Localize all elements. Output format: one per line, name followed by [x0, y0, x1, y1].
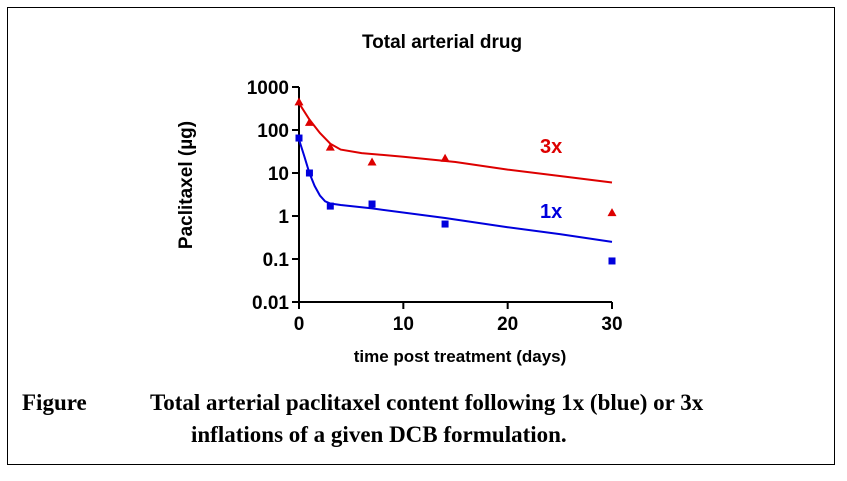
- data-point: [441, 220, 449, 228]
- x-tick-label: 10: [393, 314, 414, 335]
- data-point: [326, 202, 334, 210]
- caption-text-1: Total arterial paclitaxel content follow…: [150, 390, 704, 415]
- x-tick-label: 20: [497, 314, 518, 335]
- series-3x: 3x: [294, 97, 617, 217]
- data-point: [607, 208, 617, 217]
- series-layer: 3x 1x: [294, 97, 617, 265]
- data-point: [367, 157, 377, 166]
- caption-label: Figure: [22, 390, 87, 415]
- x-tick-label: 0: [294, 314, 305, 335]
- x-tick-label: 30: [601, 314, 622, 335]
- data-point: [295, 134, 303, 142]
- fit-line: [298, 102, 613, 184]
- series-1x: 1x: [295, 134, 616, 265]
- y-axis-ticks: 0.01 0.1 1 10 100 1000: [247, 78, 299, 314]
- y-tick-label: 100: [257, 121, 289, 142]
- figure-frame: [7, 7, 835, 465]
- data-point: [294, 97, 304, 106]
- x-axis-ticks: 0 10 20 30: [294, 302, 623, 335]
- data-point: [305, 169, 313, 177]
- data-point: [608, 257, 616, 265]
- caption-line-1: Figure Total arterial paclitaxel content …: [22, 386, 703, 420]
- y-tick-label: 1000: [247, 78, 289, 99]
- y-tick-label: 0.01: [252, 293, 289, 314]
- y-tick-label: 10: [268, 164, 289, 185]
- data-point: [304, 117, 314, 126]
- data-point: [368, 200, 376, 208]
- chart-title: Total arterial drug: [362, 32, 522, 53]
- caption-line-2: inflations of a given DCB formulation.: [191, 422, 567, 447]
- y-tick-label: 1: [278, 207, 289, 228]
- data-point: [440, 153, 450, 162]
- series-label: 1x: [540, 201, 562, 223]
- y-axis-label: Paclitaxel (µg): [176, 121, 197, 249]
- data-point: [325, 142, 335, 151]
- y-tick-label: 0.1: [263, 250, 290, 271]
- fit-line: [298, 139, 613, 243]
- x-axis-label: time post treatment (days): [354, 347, 567, 366]
- series-label: 3x: [540, 136, 562, 158]
